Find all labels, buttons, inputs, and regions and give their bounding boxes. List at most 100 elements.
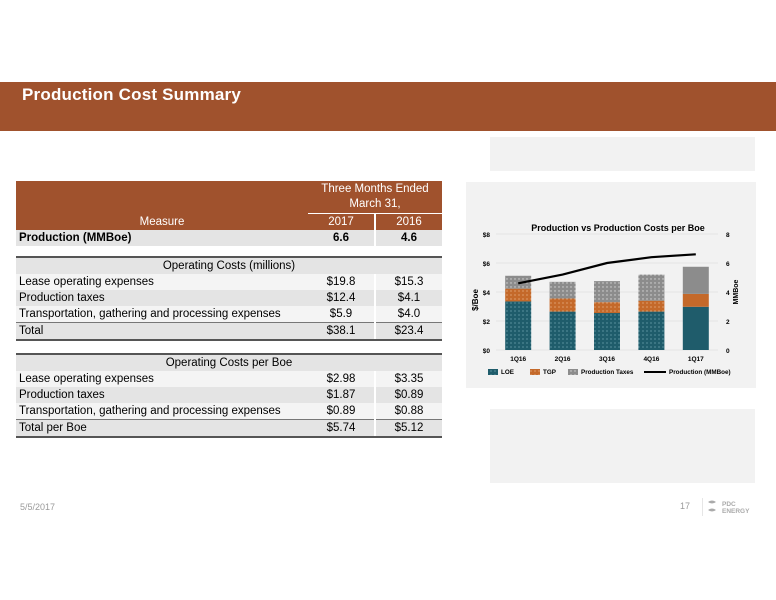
bar-segment-tgp bbox=[638, 300, 665, 312]
table-row: Lease operating expenses $2.98 $3.35 bbox=[16, 371, 442, 387]
per-boe-heading: Operating Costs per Boe bbox=[16, 353, 442, 371]
pdc-energy-logo: PDC ENERGY bbox=[702, 498, 750, 516]
row-label: Production taxes bbox=[16, 387, 308, 403]
bar-segment-production-taxes bbox=[594, 281, 620, 303]
operating-costs-heading: Operating Costs (millions) bbox=[16, 256, 442, 274]
production-label: Production (MMBoe) bbox=[16, 230, 308, 246]
spacer-row bbox=[16, 340, 442, 354]
total-2016: $5.12 bbox=[374, 419, 442, 438]
chart-production-line bbox=[517, 253, 696, 285]
row-value-2017: $0.89 bbox=[308, 403, 376, 420]
bar-segment-loe bbox=[638, 311, 665, 350]
legend-label: LOE bbox=[501, 369, 514, 376]
logo-line1: PDC bbox=[722, 501, 736, 508]
table-header-row: Measure 2017 2016 bbox=[16, 213, 442, 230]
chart-legend: LOE TGP Production Taxes Production (MMBoe) bbox=[488, 369, 731, 376]
x-tick-label: 3Q16 bbox=[599, 356, 615, 363]
total-row: Total $38.1 $23.4 bbox=[16, 322, 442, 341]
bar-segment-tgp bbox=[682, 293, 709, 307]
y2-tick-label: 6 bbox=[726, 261, 730, 268]
spacer-row bbox=[16, 246, 442, 257]
legend-label: Production (MMBoe) bbox=[669, 369, 731, 376]
row-value-2017: $12.4 bbox=[308, 290, 376, 306]
y2-axis-label: MMBoe bbox=[733, 279, 740, 304]
total-label: Total per Boe bbox=[16, 419, 308, 438]
legend-label: TGP bbox=[543, 369, 556, 376]
row-value-2017: $2.98 bbox=[308, 371, 376, 387]
row-value-2016: $0.89 bbox=[374, 387, 442, 403]
placeholder-box-top bbox=[490, 137, 755, 171]
total-label: Total bbox=[16, 322, 308, 341]
table-row: Transportation, gathering and processing… bbox=[16, 306, 442, 323]
table-row: Production taxes $1.87 $0.89 bbox=[16, 387, 442, 403]
production-cost-chart: Production vs Production Costs per Boe $… bbox=[466, 182, 756, 388]
bar-segment-loe bbox=[594, 313, 620, 350]
y-tick-label: $4 bbox=[483, 290, 491, 297]
legend-swatch bbox=[488, 369, 498, 375]
bar-segment-production-taxes bbox=[682, 266, 709, 294]
bar-segment-loe bbox=[682, 306, 709, 350]
chart-title: Production vs Production Costs per Boe bbox=[531, 223, 705, 233]
footer-date: 5/5/2017 bbox=[20, 502, 56, 512]
row-label: Production taxes bbox=[16, 290, 308, 306]
row-label: Lease operating expenses bbox=[16, 371, 308, 387]
legend-swatch bbox=[568, 369, 578, 375]
row-value-2017: $1.87 bbox=[308, 387, 376, 403]
row-value-2017: $5.9 bbox=[308, 306, 376, 323]
row-value-2016: $15.3 bbox=[374, 274, 442, 290]
row-label: Lease operating expenses bbox=[16, 274, 308, 290]
y-tick-label: $2 bbox=[483, 319, 491, 326]
y2-tick-label: 0 bbox=[726, 348, 730, 355]
table-row: Lease operating expenses $19.8 $15.3 bbox=[16, 274, 442, 290]
section-heading-row: Operating Costs per Boe bbox=[16, 353, 442, 371]
y2-tick-label: 8 bbox=[726, 232, 730, 239]
bar-segment-tgp bbox=[549, 298, 576, 312]
production-cost-table: Three Months Ended March 31, Measure 201… bbox=[16, 181, 442, 438]
row-value-2017: $19.8 bbox=[308, 274, 376, 290]
production-2016: 4.6 bbox=[374, 230, 442, 246]
y-tick-label: $6 bbox=[483, 261, 491, 268]
section-heading-row: Operating Costs (millions) bbox=[16, 256, 442, 274]
row-value-2016: $0.88 bbox=[374, 403, 442, 420]
bar-segment-loe bbox=[549, 311, 576, 350]
production-2017: 6.6 bbox=[308, 230, 376, 246]
chart-bars bbox=[505, 266, 709, 350]
table-row: Transportation, gathering and processing… bbox=[16, 403, 442, 420]
row-label: Transportation, gathering and processing… bbox=[16, 306, 308, 323]
y2-tick-label: 4 bbox=[726, 290, 730, 297]
production-row: Production (MMBoe) 6.6 4.6 bbox=[16, 230, 442, 246]
legend-label: Production Taxes bbox=[581, 369, 634, 376]
row-value-2016: $4.1 bbox=[374, 290, 442, 306]
bar-segment-tgp bbox=[505, 288, 532, 302]
x-tick-label: 4Q16 bbox=[643, 356, 659, 363]
y-axis-label: $/Boe bbox=[471, 289, 480, 311]
year-2016-header: 2016 bbox=[374, 213, 442, 230]
year-2017-header: 2017 bbox=[308, 213, 376, 230]
logo-line2: ENERGY bbox=[722, 508, 750, 515]
page-title: Production Cost Summary bbox=[22, 85, 242, 104]
total-row: Total per Boe $5.74 $5.12 bbox=[16, 419, 442, 438]
table-row: Production taxes $12.4 $4.1 bbox=[16, 290, 442, 306]
bar-segment-production-taxes bbox=[638, 274, 665, 301]
x-tick-label: 1Q16 bbox=[510, 356, 526, 363]
chart-axes: $0 $2 $4 $6 $8 0 2 4 6 8 1Q16 2Q16 3Q16 4Q16 1Q17 bbox=[483, 232, 730, 363]
row-value-2016: $3.35 bbox=[374, 371, 442, 387]
title-bar: Production Cost Summary bbox=[0, 82, 776, 131]
bar-segment-tgp bbox=[594, 302, 620, 314]
x-tick-label: 1Q17 bbox=[688, 356, 704, 363]
total-2017: $38.1 bbox=[308, 322, 376, 341]
row-label: Transportation, gathering and processing… bbox=[16, 403, 308, 420]
row-value-2016: $4.0 bbox=[374, 306, 442, 323]
period-header: Three Months Ended March 31, bbox=[308, 181, 442, 214]
placeholder-box-bottom bbox=[490, 409, 755, 483]
page-number: 17 bbox=[680, 501, 691, 511]
y2-tick-label: 2 bbox=[726, 319, 730, 326]
y-tick-label: $8 bbox=[483, 232, 491, 239]
bar-segment-production-taxes bbox=[549, 281, 576, 299]
total-2016: $23.4 bbox=[374, 322, 442, 341]
table-header-group-row: Three Months Ended March 31, bbox=[16, 181, 442, 214]
total-2017: $5.74 bbox=[308, 419, 376, 438]
x-tick-label: 2Q16 bbox=[555, 356, 571, 363]
legend-swatch bbox=[530, 369, 540, 375]
production-line bbox=[517, 253, 696, 285]
